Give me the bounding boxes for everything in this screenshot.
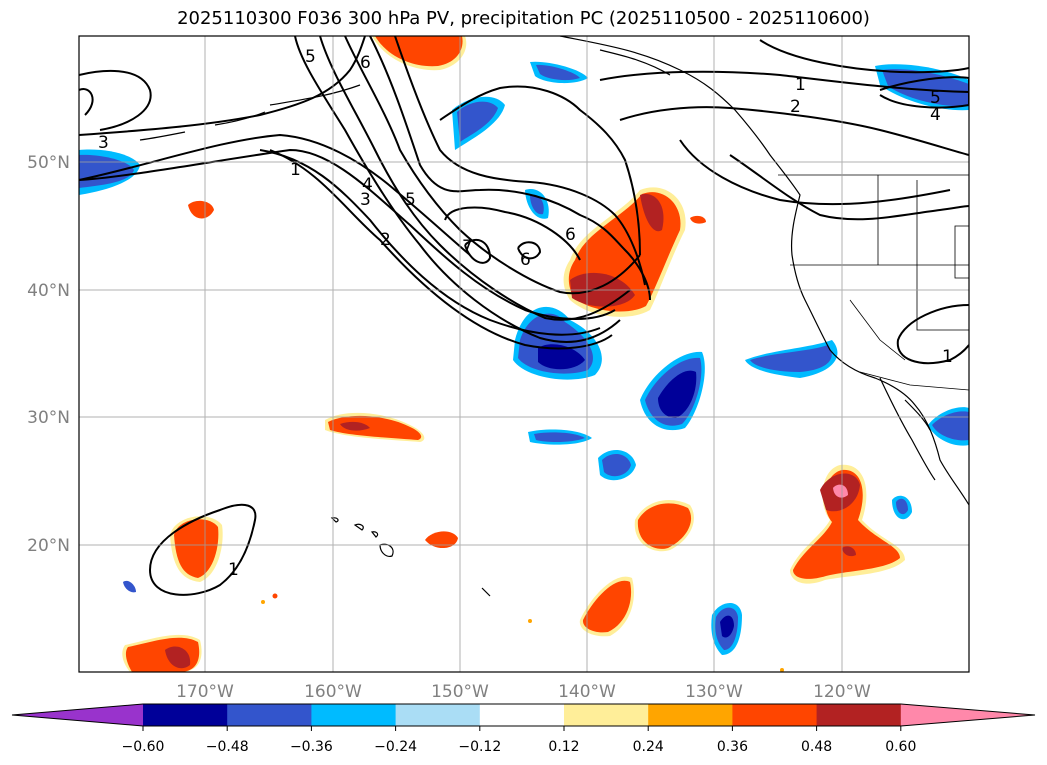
- contour-label: 2: [790, 97, 801, 117]
- pv-contours: [79, 36, 969, 596]
- contour-label: 5: [305, 47, 316, 67]
- contour-label: 7: [462, 237, 473, 257]
- lon-label: 160°W: [304, 682, 362, 702]
- contour-label: 6: [360, 53, 371, 73]
- lat-label: 40°N: [27, 281, 70, 301]
- colorbar-tick-label: 0.36: [717, 739, 748, 755]
- contour-label: 3: [360, 190, 371, 210]
- colorbar-tick-label: −0.24: [374, 739, 417, 755]
- colorbar-tick-label: −0.48: [206, 739, 249, 755]
- colorbar-tick-label: −0.36: [290, 739, 333, 755]
- lon-label: 130°W: [685, 682, 743, 702]
- colorbar-segment: [479, 704, 565, 726]
- contour-label: 5: [930, 88, 941, 108]
- contour-label: 1: [228, 560, 239, 580]
- colorbar-extend-low: [12, 704, 143, 726]
- colorbar-tick-label: −0.12: [458, 739, 501, 755]
- colorbar-segment: [732, 704, 818, 726]
- lon-label: 150°W: [431, 682, 489, 702]
- contour-label: 5: [405, 190, 416, 210]
- colorbar-segment: [227, 704, 312, 726]
- contour-label: 1: [290, 160, 301, 180]
- map-title: 2025110300 F036 300 hPa PV, precipitatio…: [177, 8, 870, 29]
- colorbar-tick-label: 0.24: [633, 739, 664, 755]
- lon-label: 170°W: [176, 682, 234, 702]
- lat-label: 30°N: [27, 408, 70, 428]
- gridlines: [79, 36, 969, 672]
- colorbar-segment: [564, 704, 649, 726]
- colorbar-tick-label: 0.48: [801, 739, 832, 755]
- colorbar-tick-label: 0.12: [548, 739, 579, 755]
- precip-negative-fields: [79, 61, 969, 655]
- contour-label: 1: [942, 347, 953, 367]
- colorbar-tick-label: 0.60: [885, 739, 916, 755]
- political-borders: [778, 174, 969, 391]
- lat-labels: 50°N 40°N 30°N 20°N: [27, 153, 70, 556]
- contour-labels: 1 2 3 4 5 6 7 6 5 1 3 2 5 4 1 1 6: [98, 47, 953, 580]
- map-frame: [78, 35, 970, 673]
- colorbar: −0.60 −0.48 −0.36 −0.24 −0.12 0.12 0.24 0.36 0.4…: [11, 703, 1036, 755]
- colorbar-extend-high: [900, 704, 1035, 726]
- colorbar-segment: [648, 704, 733, 726]
- contour-label: 3: [98, 133, 109, 153]
- colorbar-segment: [143, 704, 228, 726]
- colorbar-segment: [395, 704, 481, 726]
- lon-label: 120°W: [813, 682, 871, 702]
- lat-label: 20°N: [27, 536, 70, 556]
- contour-label: 4: [362, 175, 373, 195]
- lon-labels: 170°W 160°W 150°W 140°W 130°W 120°W: [176, 682, 871, 702]
- contour-label: 6: [520, 250, 531, 270]
- contour-label: 1: [795, 75, 806, 95]
- contour-label: 2: [380, 230, 391, 250]
- contour-label: 4: [930, 105, 941, 125]
- colorbar-segment: [311, 704, 397, 726]
- colorbar-tick-label: −0.60: [122, 739, 165, 755]
- lon-label: 140°W: [558, 682, 616, 702]
- contour-label: 6: [565, 225, 576, 245]
- colorbar-segment: [816, 704, 902, 726]
- lat-label: 50°N: [27, 153, 70, 173]
- coastlines: [139, 36, 969, 597]
